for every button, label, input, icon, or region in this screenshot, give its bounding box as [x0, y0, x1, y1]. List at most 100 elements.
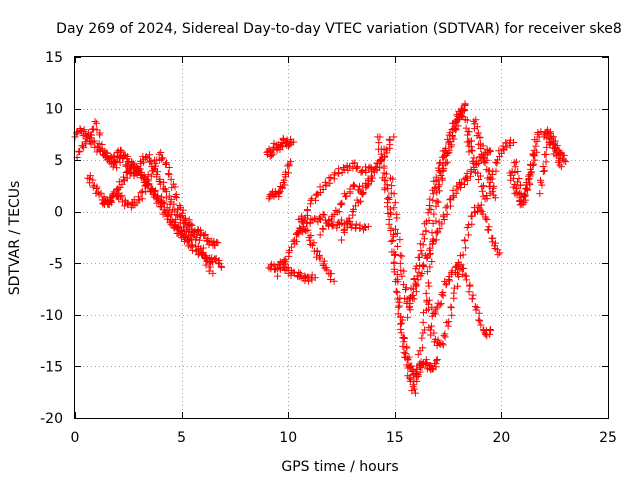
data-point	[421, 220, 429, 228]
data-point	[386, 136, 394, 144]
data-point	[478, 187, 486, 195]
data-point	[205, 259, 213, 267]
data-point	[343, 218, 351, 226]
data-point	[103, 149, 111, 157]
data-point	[179, 206, 187, 214]
data-point	[413, 281, 421, 289]
series-track-13	[374, 133, 441, 381]
data-point	[477, 321, 485, 329]
series-track-24	[540, 126, 570, 166]
data-point	[442, 145, 450, 153]
data-point	[92, 119, 100, 127]
data-point	[403, 343, 411, 351]
data-point	[383, 199, 391, 207]
data-point	[460, 106, 468, 114]
data-point	[474, 202, 482, 210]
data-point	[409, 381, 417, 389]
series-track-04	[99, 149, 217, 277]
data-point	[389, 230, 397, 238]
data-point	[405, 362, 413, 370]
data-point	[450, 289, 458, 297]
data-point	[284, 162, 292, 170]
data-point	[345, 214, 353, 222]
data-point	[147, 172, 155, 180]
x-tick-label: 5	[177, 430, 186, 446]
data-point	[144, 171, 152, 179]
data-point	[491, 194, 499, 202]
data-point	[526, 181, 534, 189]
data-point	[390, 204, 398, 212]
data-point	[414, 371, 422, 379]
data-point	[418, 269, 426, 277]
data-point	[560, 157, 568, 165]
data-point	[391, 199, 399, 207]
data-point	[387, 224, 395, 232]
data-point	[306, 236, 314, 244]
data-point	[170, 200, 178, 208]
data-point	[75, 148, 83, 156]
series-track-06	[265, 158, 295, 203]
data-point	[268, 148, 276, 156]
data-point	[418, 250, 426, 258]
data-point	[457, 184, 465, 192]
data-point	[142, 181, 150, 189]
data-point	[448, 267, 456, 275]
data-point	[462, 276, 470, 284]
data-point	[514, 178, 522, 186]
data-point	[512, 158, 520, 166]
data-point	[424, 209, 432, 217]
data-point	[110, 159, 118, 167]
x-axis-label: GPS time / hours	[281, 459, 398, 475]
data-point	[308, 241, 316, 249]
data-point	[309, 216, 317, 224]
data-point	[475, 175, 483, 183]
data-point	[86, 172, 94, 180]
data-point	[200, 232, 208, 240]
data-point	[536, 190, 544, 198]
data-point	[410, 295, 418, 303]
data-point	[399, 342, 407, 350]
y-tick-label: 0	[54, 205, 63, 221]
data-point	[113, 157, 121, 165]
data-point	[113, 164, 121, 172]
data-point	[400, 348, 408, 356]
data-point	[459, 264, 467, 272]
data-point	[420, 235, 428, 243]
data-point	[463, 116, 471, 124]
data-point	[426, 202, 434, 210]
data-point	[556, 161, 564, 169]
data-point	[332, 206, 340, 214]
data-point	[551, 137, 559, 145]
data-point	[338, 236, 345, 244]
data-point	[467, 212, 475, 220]
data-point	[285, 249, 293, 257]
data-point	[158, 193, 166, 201]
data-point	[364, 181, 372, 189]
data-point	[424, 279, 432, 287]
data-point	[409, 291, 417, 299]
data-point	[120, 176, 128, 184]
data-point	[127, 158, 135, 166]
data-point	[311, 274, 319, 282]
data-point	[218, 263, 226, 271]
data-point	[308, 195, 316, 203]
data-point	[381, 184, 389, 192]
data-point	[440, 165, 448, 173]
data-point	[457, 261, 465, 269]
data-point	[140, 173, 148, 181]
data-point	[431, 308, 439, 316]
data-point	[423, 359, 431, 367]
data-point	[328, 215, 336, 223]
data-point	[390, 259, 398, 267]
data-point	[472, 306, 480, 314]
data-point	[522, 185, 530, 193]
data-point	[281, 255, 289, 263]
data-point	[163, 212, 171, 220]
data-point	[109, 163, 117, 171]
data-point	[357, 197, 365, 205]
data-point	[480, 182, 488, 190]
data-point	[127, 169, 135, 177]
data-point	[435, 181, 443, 189]
data-point	[422, 360, 430, 368]
data-point	[164, 170, 172, 178]
